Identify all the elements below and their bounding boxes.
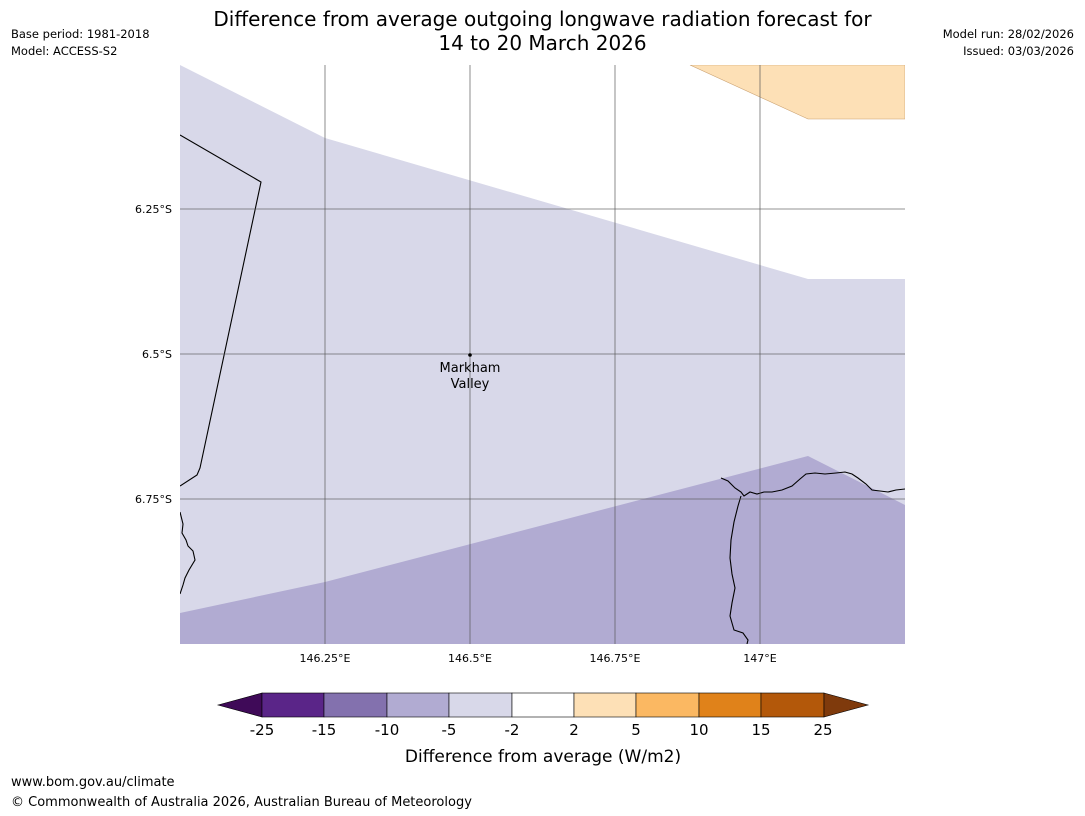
anomaly-band-minus10-to-minus5 <box>180 456 905 644</box>
lat-label: 6.5°S <box>142 348 172 361</box>
map-area <box>180 65 905 644</box>
footer-url[interactable]: www.bom.gov.au/climate <box>11 775 175 790</box>
colorbar <box>216 692 870 718</box>
latitude-labels: 6.25°S 6.5°S 6.75°S <box>135 203 172 506</box>
colorbar-tick: 2 <box>569 721 579 739</box>
colorbar-swatch <box>635 692 700 718</box>
base-period: Base period: 1981-2018 <box>11 27 150 41</box>
lon-label: 146.25°E <box>300 652 351 665</box>
issued-date: Issued: 03/03/2026 <box>963 44 1074 58</box>
lon-label: 146.75°E <box>590 652 641 665</box>
coastline-huon-gulf <box>720 471 905 497</box>
colorbar-tick: -25 <box>250 721 275 739</box>
model-name: Model: ACCESS-S2 <box>11 44 118 58</box>
river-markham <box>729 495 749 644</box>
footer-copyright: © Commonwealth of Australia 2026, Austra… <box>11 795 472 810</box>
colorbar-swatch <box>323 692 388 718</box>
lat-label: 6.25°S <box>135 203 172 216</box>
colorbar-swatch <box>511 692 575 718</box>
graticule <box>180 65 905 644</box>
colorbar-tick: 10 <box>689 721 708 739</box>
lon-label: 147°E <box>743 652 776 665</box>
metadata-right: Model run: 28/02/2026 Issued: 03/03/2026 <box>943 26 1074 60</box>
longitude-labels: 146.25°E 146.5°E 146.75°E 147°E <box>300 652 777 665</box>
title-line-1: Difference from average outgoing longwav… <box>213 7 872 31</box>
place-name-line-1: Markham <box>440 361 501 376</box>
colorbar-tick: -15 <box>312 721 337 739</box>
colorbar-tick: -10 <box>375 721 400 739</box>
lon-label: 146.5°E <box>448 652 492 665</box>
colorbar-tick: 15 <box>751 721 770 739</box>
map-title: Difference from average outgoing longwav… <box>0 7 1085 55</box>
colorbar-extend-low <box>216 692 263 718</box>
colorbar-extend-high <box>823 692 870 718</box>
anomaly-band-plus2-to-plus5 <box>689 65 905 120</box>
colorbar-tick: 25 <box>813 721 832 739</box>
place-marker <box>468 353 472 357</box>
colorbar-swatch <box>573 692 637 718</box>
colorbar-swatch <box>760 692 825 718</box>
metadata-left: Base period: 1981-2018 Model: ACCESS-S2 <box>11 26 150 60</box>
colorbar-tick: -5 <box>442 721 457 739</box>
colorbar-swatch <box>386 692 450 718</box>
colorbar-label: Difference from average (W/m2) <box>405 747 681 767</box>
lat-label: 6.75°S <box>135 493 172 506</box>
colorbar-tick: -2 <box>505 721 520 739</box>
colorbar-tick: 5 <box>631 721 641 739</box>
border-line-west <box>180 134 262 487</box>
title-line-2: 14 to 20 March 2026 <box>438 31 647 55</box>
coastline-west <box>180 511 196 595</box>
colorbar-swatch <box>698 692 762 718</box>
colorbar-swatch <box>448 692 513 718</box>
place-name-line-2: Valley <box>451 377 490 392</box>
colorbar-swatch <box>261 692 325 718</box>
model-run: Model run: 28/02/2026 <box>942 27 1074 41</box>
colorbar-tick-labels: -25 -15 -10 -5 -2 2 5 10 15 25 <box>250 721 833 739</box>
